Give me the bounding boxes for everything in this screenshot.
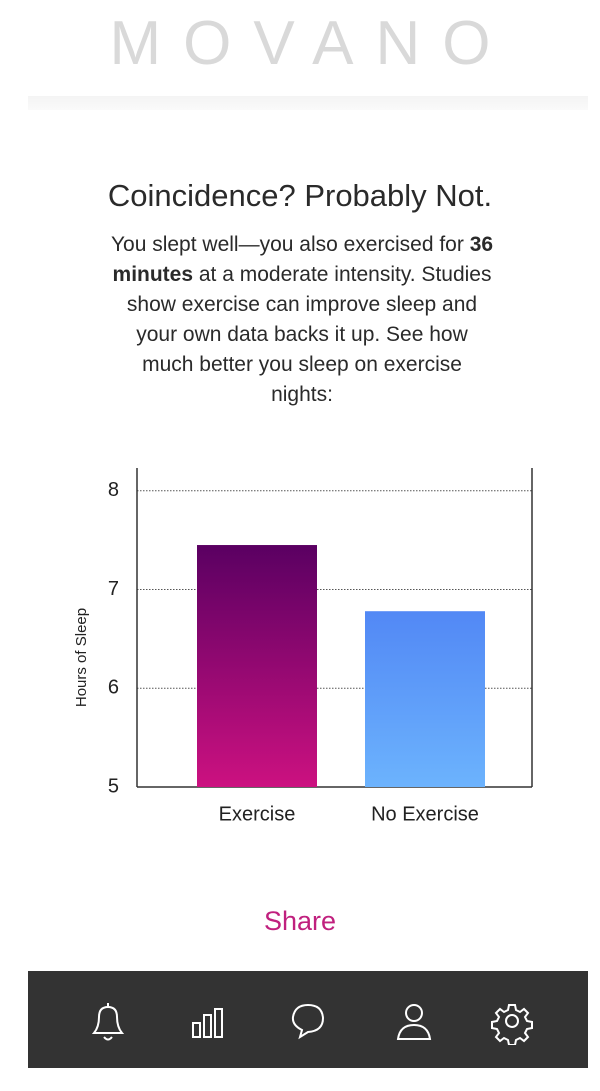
bar [365,611,485,787]
body-text: You slept well—you also exercised for 36… [110,230,494,410]
body-bold: 36 minutes [112,233,494,286]
nav-bar [28,971,588,1068]
share-button[interactable]: Share [263,906,337,936]
x-tick-label: No Exercise [371,803,479,825]
stats-icon[interactable] [188,999,228,1045]
body-rest: at a moderate intensity. Studies show ex… [126,263,492,406]
chat-icon[interactable] [286,999,330,1045]
y-tick-label: 6 [108,677,119,699]
settings-icon[interactable] [490,999,534,1045]
logo: MOVANO [109,9,513,78]
header-band [28,96,588,110]
title: Coincidence? Probably Not. [107,178,493,213]
bell-icon[interactable] [86,999,130,1045]
y-tick-label: 8 [108,479,119,501]
body-intro: You slept well—you also exercised for [110,233,464,256]
bar [197,545,317,787]
y-axis-label: Hours of Sleep [73,608,90,707]
x-tick-label: Exercise [219,803,296,825]
y-tick-label: 5 [108,775,119,797]
profile-icon[interactable] [392,999,436,1045]
chart: 5 6 7 8 Hours of Sleep Exercise No Exercise [73,468,533,825]
y-tick-label: 7 [108,578,119,600]
